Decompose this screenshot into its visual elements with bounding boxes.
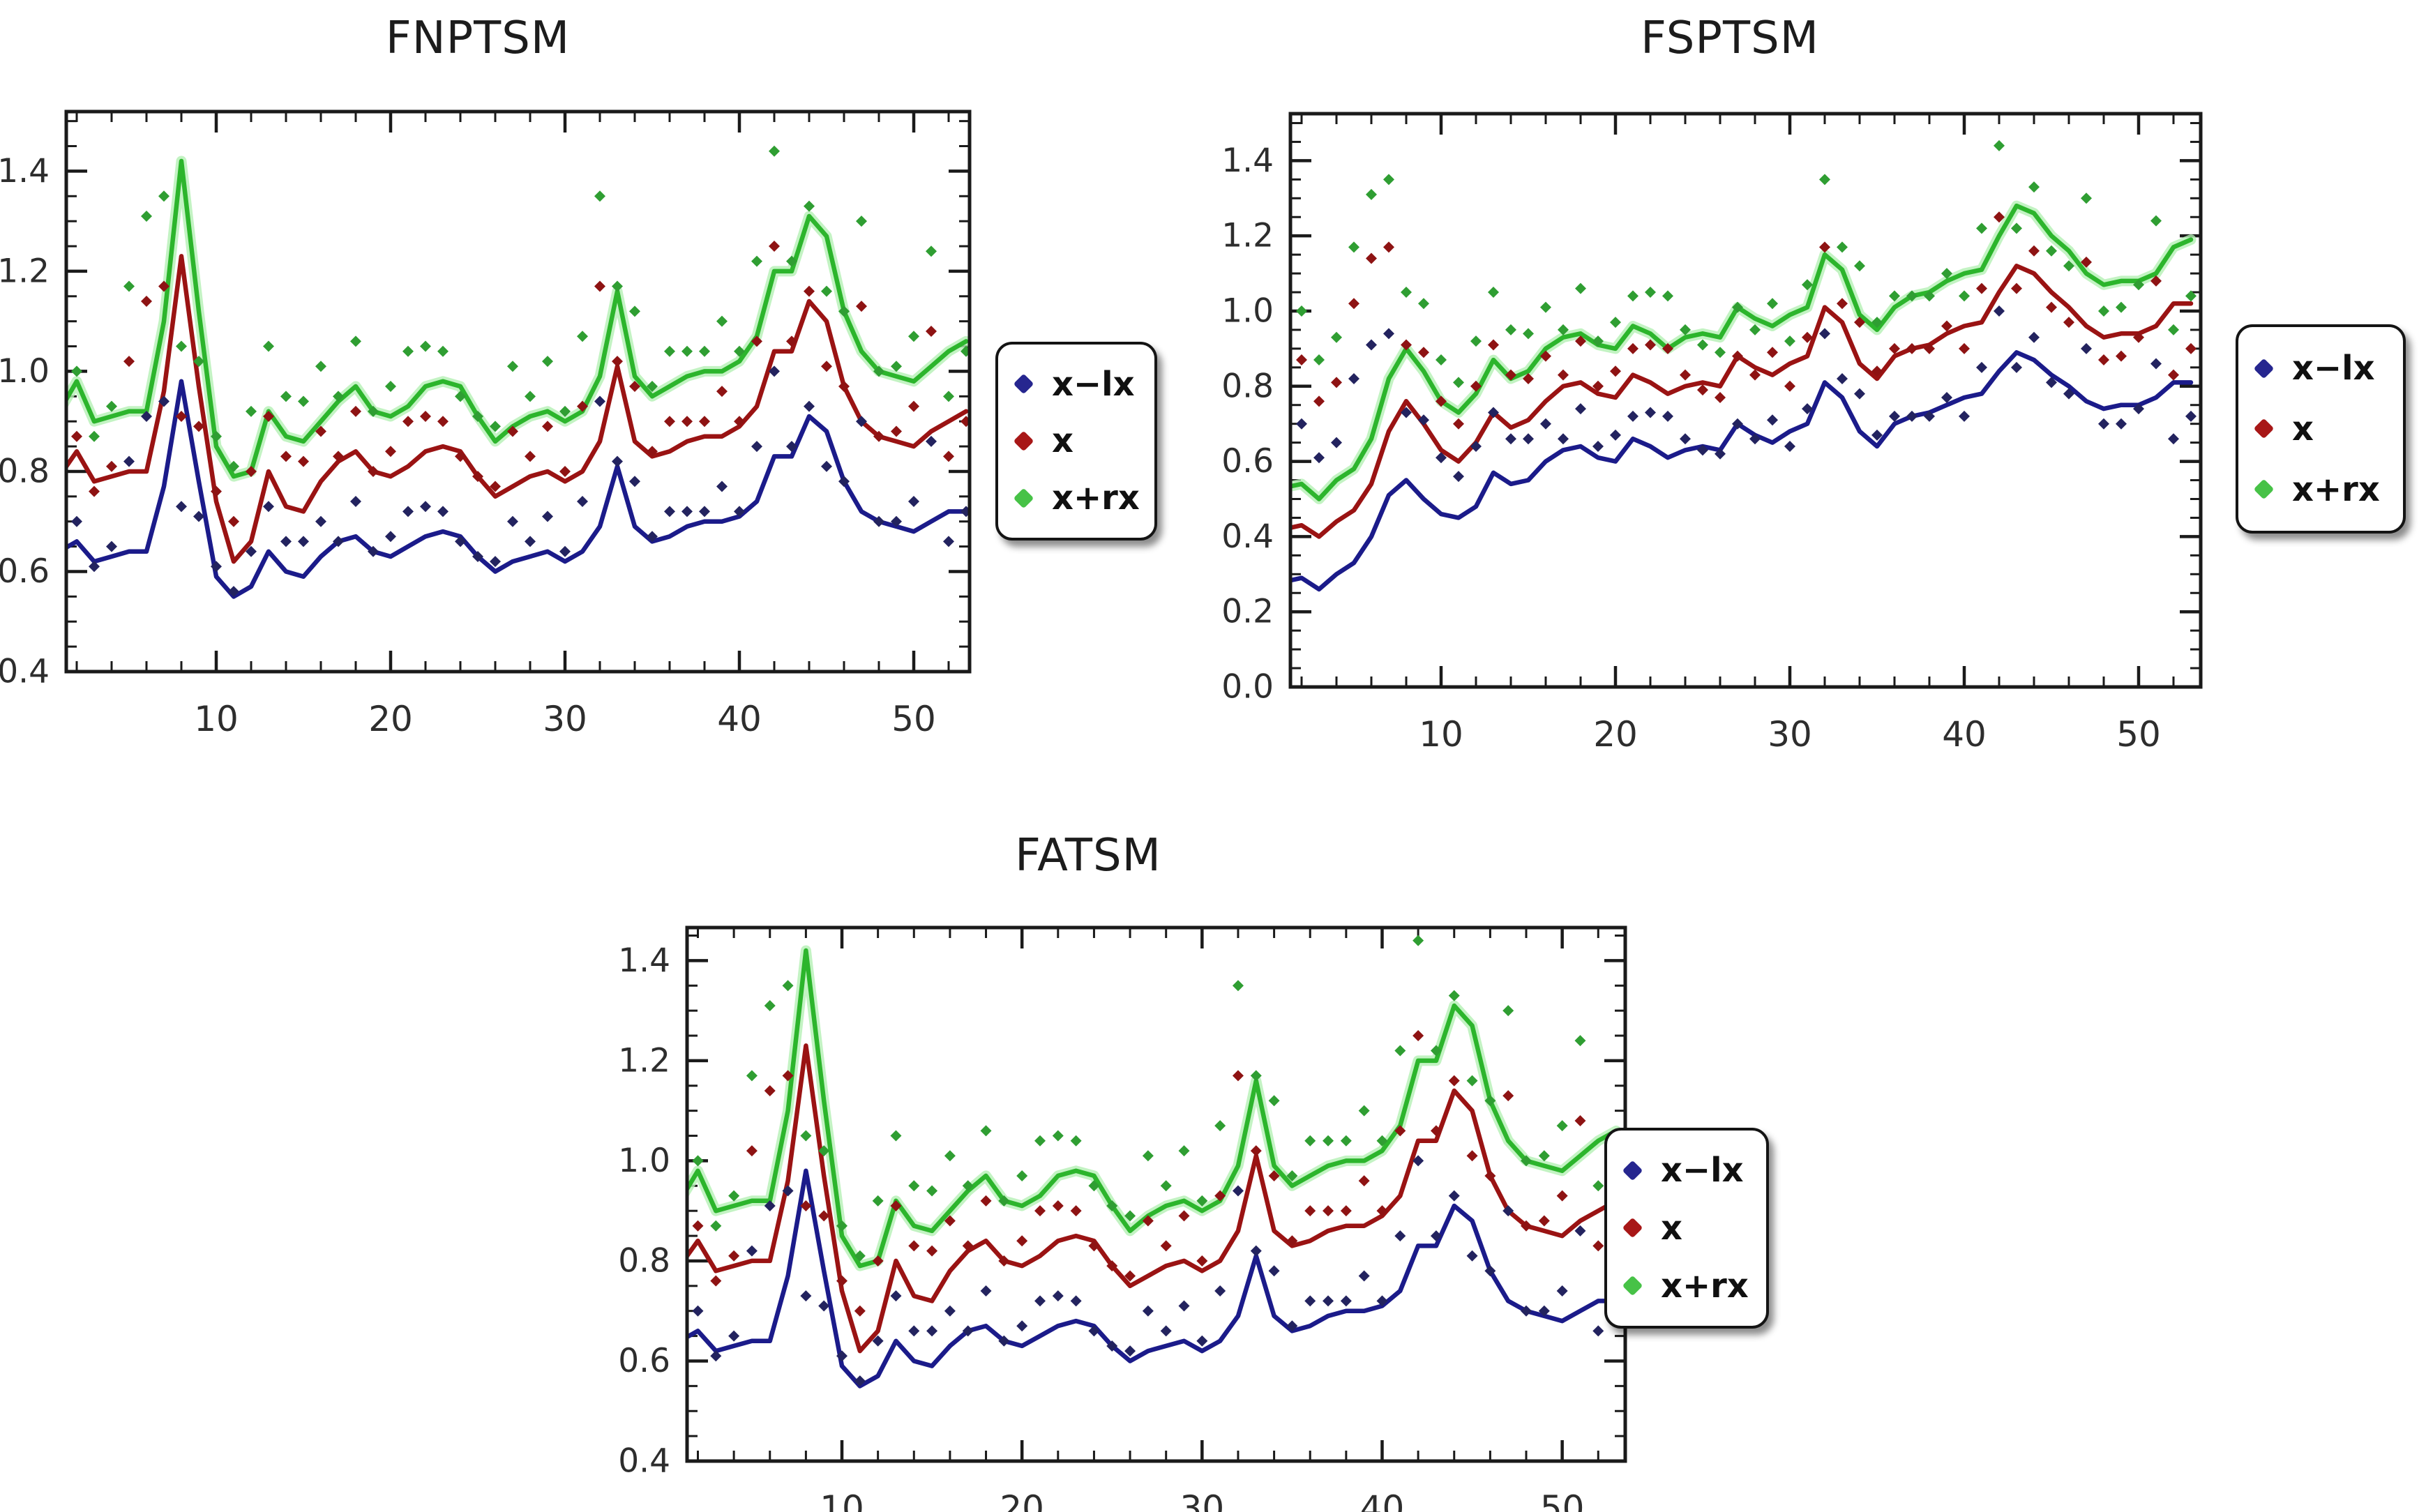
series-line-x	[687, 1043, 1619, 1354]
series-layer	[66, 145, 970, 599]
legend-item-label: x	[1661, 1208, 1682, 1248]
legend-item: x+rx	[1013, 478, 1140, 517]
legend-marker-diamond	[1013, 487, 1034, 508]
x-tick-label: 50	[1540, 1488, 1585, 1512]
legend-fatsm: x−lx x x+rx	[1604, 1128, 1769, 1329]
legend-marker-diamond	[1622, 1218, 1643, 1239]
y-tick-label: 1.2	[618, 1041, 670, 1080]
chart-title-fsptsm: FSPTSM	[1641, 13, 1819, 64]
x-tick-label: 30	[1180, 1488, 1225, 1512]
y-tick-label: 0.8	[0, 452, 50, 490]
series-layer	[687, 935, 1622, 1389]
legend-item: x	[2253, 409, 2385, 448]
legend-marker-diamond	[2253, 418, 2275, 439]
x-tick-label: 40	[1360, 1488, 1405, 1512]
dots-x+rx	[71, 145, 970, 472]
x-tick-label: 50	[891, 699, 936, 739]
legend-item-label: x	[2292, 409, 2314, 448]
legend-item: x−lx	[1013, 364, 1136, 404]
y-tick-label: 0.0	[1221, 668, 1274, 706]
legend-marker-diamond	[2253, 358, 2275, 379]
x-tick-label: 40	[1942, 714, 1987, 755]
series-line-x-lx	[687, 1168, 1619, 1389]
dots-x	[1296, 211, 2197, 430]
legend-item: x	[1013, 421, 1136, 461]
y-tick-label: 1.2	[0, 252, 50, 290]
x-tick-label: 10	[1419, 714, 1463, 755]
series-layer	[1290, 139, 2197, 592]
plot-fsptsm: 10 20 30 40 50 0.0 0.2 0.4 0.6 0.8 1.0 1.2 1.4	[1221, 112, 2203, 755]
y-tick-label: 1.0	[618, 1142, 670, 1180]
x-tick-label: 20	[368, 699, 413, 739]
dots-x	[71, 241, 970, 527]
y-tick-label: 0.8	[1221, 367, 1274, 405]
chart-title-fatsm: FATSM	[1015, 830, 1161, 882]
y-tick-label: 0.6	[0, 552, 50, 591]
chart-title-fnptsm: FNPTSM	[385, 13, 571, 64]
dots-x-lx	[71, 365, 970, 598]
x-tick-label: 30	[543, 699, 587, 739]
dots-x-lx	[1296, 305, 2197, 483]
plot-frame	[1288, 112, 2203, 689]
y-tick-label: 1.0	[1221, 292, 1274, 330]
legend-item-label: x	[1052, 421, 1073, 461]
legend-fsptsm: x−lx x x+rx	[2236, 324, 2406, 534]
plot-frame	[64, 109, 972, 674]
x-tick-label: 40	[717, 699, 762, 739]
y-tick-label: 0.2	[1221, 593, 1274, 631]
x-tick-label: 10	[820, 1488, 864, 1512]
y-tick-label: 0.6	[1221, 442, 1274, 481]
legend-item: x+rx	[2253, 469, 2385, 509]
legend-item: x−lx	[2253, 349, 2385, 388]
x-tick-label: 20	[1000, 1488, 1044, 1512]
legend-marker-diamond	[1013, 373, 1034, 395]
plot-fatsm: 10 20 30 40 50 0.4 0.6 0.8 1.0 1.2 1.4	[618, 925, 1627, 1512]
legend-fnptsm: x−lx x x+rx	[995, 342, 1157, 540]
legend-item-label: x+rx	[1661, 1266, 1749, 1306]
y-tick-label: 1.4	[1221, 142, 1274, 180]
legend-marker-diamond	[1013, 430, 1034, 452]
dots-x	[692, 1030, 1622, 1317]
dots-x+rx	[1296, 139, 2197, 388]
x-tick-label: 50	[2116, 714, 2161, 755]
legend-marker-diamond	[2253, 478, 2275, 500]
legend-item-label: x+rx	[2292, 469, 2380, 509]
x-tick-label: 30	[1768, 714, 1812, 755]
x-tick-label: 10	[194, 699, 239, 739]
legend-item: x	[1622, 1208, 1748, 1248]
dots-x-lx	[692, 1155, 1622, 1387]
legend-item-label: x−lx	[1661, 1151, 1744, 1190]
legend-marker-diamond	[1622, 1275, 1643, 1296]
series-line-x	[66, 254, 969, 564]
legend-item: x+rx	[1622, 1266, 1749, 1306]
legend-marker-diamond	[1622, 1160, 1643, 1181]
y-tick-label: 1.2	[1221, 217, 1274, 255]
legend-item-label: x+rx	[1052, 478, 1140, 518]
legend-item: x−lx	[1622, 1151, 1748, 1190]
y-tick-label: 1.4	[618, 942, 670, 980]
series-line-x-lx	[1290, 350, 2194, 592]
y-tick-label: 0.8	[618, 1241, 670, 1280]
legend-item-label: x−lx	[2292, 349, 2375, 388]
y-tick-label: 0.4	[618, 1442, 670, 1481]
x-axis-ticks	[1300, 114, 2175, 687]
y-axis-ticks	[1290, 121, 2201, 689]
plot-fnptsm: 10 20 30 40 50 0.4 0.6 0.8 1.0 1.2 1.4	[0, 109, 972, 739]
y-tick-label: 0.6	[618, 1342, 670, 1380]
y-tick-label: 1.0	[0, 352, 50, 391]
y-tick-label: 0.4	[0, 653, 50, 691]
x-tick-label: 20	[1593, 714, 1638, 755]
series-line-x-lx	[66, 379, 969, 599]
y-tick-label: 0.4	[1221, 517, 1274, 556]
y-tick-label: 1.4	[0, 152, 50, 190]
legend-item-label: x−lx	[1052, 364, 1135, 404]
dots-x+rx	[692, 935, 1622, 1262]
